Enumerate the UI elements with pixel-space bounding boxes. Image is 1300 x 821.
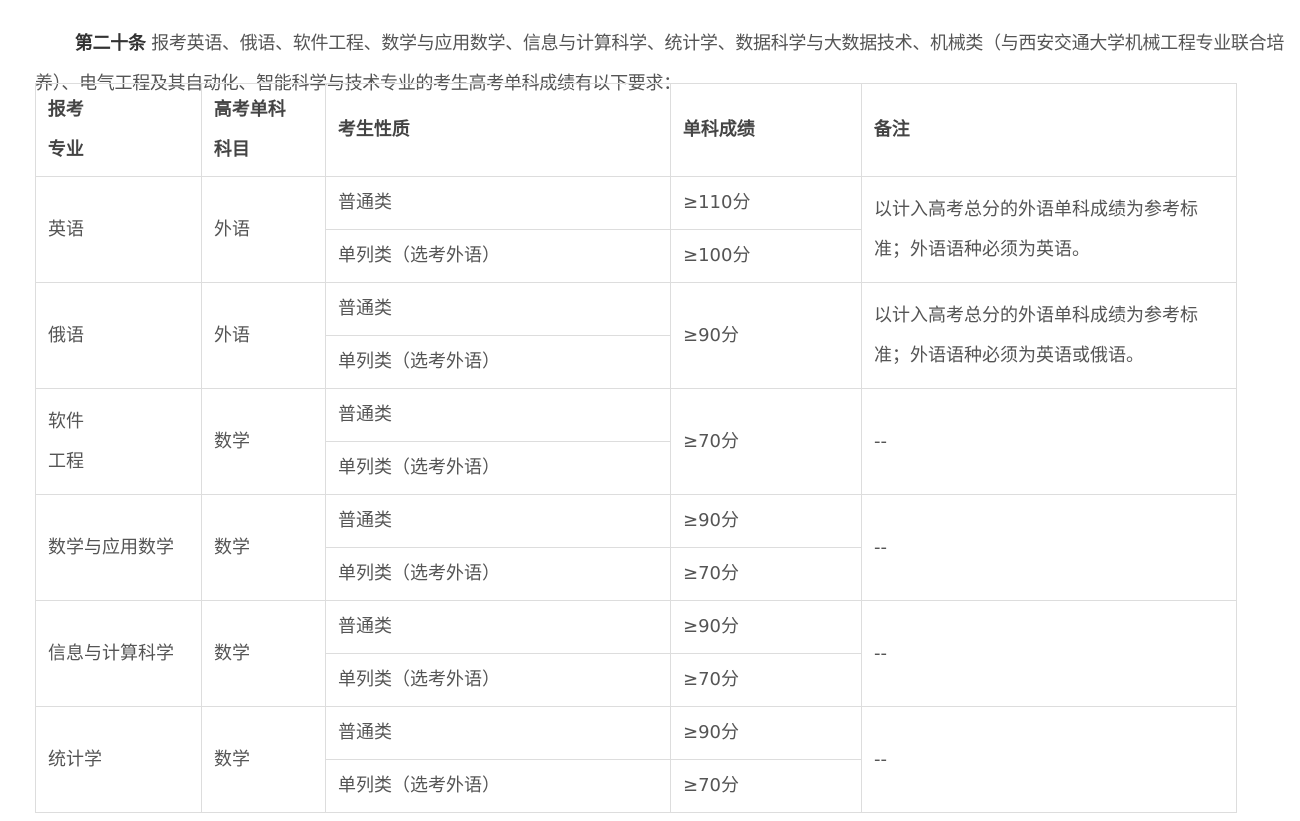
subject-cell: 数学 [201,388,326,495]
article-number: 第二十条 [75,33,146,54]
student-type-cell: 普通类 [325,706,671,760]
score-cell: ≥90分 [670,282,862,389]
table-header-row: 报考 专业 高考单科 科目 考生性质 单科成绩 备注 [35,83,1237,177]
major-cell: 软件 工程 [35,388,202,495]
score-cell: ≥70分 [670,759,862,813]
header-student-type: 考生性质 [325,83,671,177]
major-cell: 数学与应用数学 [35,494,202,601]
note-cell: 以计入高考总分的外语单科成绩为参考标准；外语语种必须为英语或俄语。 [861,282,1237,389]
major-cell: 俄语 [35,282,202,389]
table-row: 单列类（选考外语） [36,335,1237,389]
student-type-cell: 单列类（选考外语） [325,441,671,495]
student-type-cell: 单列类（选考外语） [325,547,671,601]
subject-cell: 数学 [201,494,326,601]
header-note: 备注 [861,83,1237,177]
score-cell: ≥70分 [670,547,862,601]
student-type-cell: 普通类 [325,494,671,548]
student-type-cell: 单列类（选考外语） [325,759,671,813]
student-type-cell: 单列类（选考外语） [325,335,671,389]
score-cell: ≥100分 [670,229,862,283]
subject-cell: 数学 [201,600,326,707]
subject-cell: 外语 [201,176,326,283]
student-type-cell: 单列类（选考外语） [325,653,671,707]
table-row: 单列类（选考外语） [36,441,1237,495]
note-cell: -- [861,388,1237,495]
major-cell: 信息与计算科学 [35,600,202,707]
note-cell: -- [861,600,1237,707]
note-cell: 以计入高考总分的外语单科成绩为参考标准；外语语种必须为英语。 [861,176,1237,283]
table-row: 信息与计算科学 数学 普通类 ≥90分 -- [35,600,1237,707]
note-cell: -- [861,494,1237,601]
table-row: 俄语 外语 普通类 ≥90分 以计入高考总分的外语单科成绩为参考标准；外语语种必须为英语… [35,282,1237,389]
header-subject: 高考单科 科目 [201,83,326,177]
score-cell: ≥90分 [670,494,862,548]
table-row: 单列类（选考外语） ≥70分 [36,759,1237,813]
score-requirements-table: 报考 专业 高考单科 科目 考生性质 单科成绩 备注 英语 外语 普通类 ≥110分 以计入高考总分… [35,83,1237,813]
table-row: 单列类（选考外语） ≥70分 [36,547,1237,601]
table-row: 英语 外语 普通类 ≥110分 以计入高考总分的外语单科成绩为参考标准；外语语种必须为英… [35,176,1237,283]
subject-cell: 外语 [201,282,326,389]
student-type-cell: 普通类 [325,176,671,230]
subject-cell: 数学 [201,706,326,813]
major-cell: 统计学 [35,706,202,813]
score-cell: ≥90分 [670,600,862,654]
table-row: 单列类（选考外语） ≥100分 [36,229,1237,283]
score-cell: ≥70分 [670,388,862,495]
student-type-cell: 普通类 [325,282,671,336]
student-type-cell: 普通类 [325,388,671,442]
table-row: 统计学 数学 普通类 ≥90分 -- [35,706,1237,813]
score-cell: ≥70分 [670,653,862,707]
score-cell: ≥110分 [670,176,862,230]
student-type-cell: 普通类 [325,600,671,654]
table-row: 软件 工程 数学 普通类 ≥70分 -- [35,388,1237,495]
student-type-cell: 单列类（选考外语） [325,229,671,283]
header-score: 单科成绩 [670,83,862,177]
table-row: 单列类（选考外语） ≥70分 [36,653,1237,707]
header-major: 报考 专业 [35,83,202,177]
major-cell: 英语 [35,176,202,283]
table-row: 数学与应用数学 数学 普通类 ≥90分 -- [35,494,1237,601]
score-cell: ≥90分 [670,706,862,760]
note-cell: -- [861,706,1237,813]
